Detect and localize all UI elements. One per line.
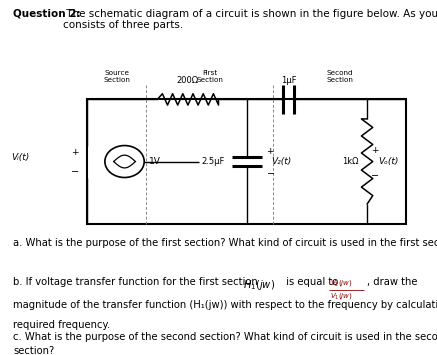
Text: −: − (371, 171, 380, 181)
Text: required frequency.: required frequency. (13, 320, 111, 329)
Text: +: + (267, 147, 274, 156)
Text: magnitude of the transfer function (H₁(jw)) with respect to the frequency by cal: magnitude of the transfer function (H₁(j… (13, 300, 437, 310)
Text: Vₒ(t): Vₒ(t) (378, 157, 399, 166)
Text: −: − (267, 169, 275, 179)
Text: −: − (70, 167, 79, 177)
Text: $V_1(jw)$: $V_1(jw)$ (330, 291, 353, 301)
Text: +: + (371, 146, 379, 155)
Text: Vᵢ(t): Vᵢ(t) (11, 153, 29, 163)
Text: +: + (71, 148, 79, 157)
Text: a. What is the purpose of the first section? What kind of circuit is used in the: a. What is the purpose of the first sect… (13, 238, 437, 248)
Text: 200Ω: 200Ω (177, 76, 199, 85)
Text: $H_1(jw)$: $H_1(jw)$ (243, 278, 275, 292)
Text: b. If voltage transfer function for the first section: b. If voltage transfer function for the … (13, 277, 261, 287)
Text: Source
Section: Source Section (104, 70, 130, 83)
Text: Question 2:: Question 2: (13, 9, 81, 19)
Text: 1μF: 1μF (281, 76, 296, 85)
Text: The schematic diagram of a circuit is shown in the figure below. As you can see : The schematic diagram of a circuit is sh… (63, 9, 437, 31)
Text: Second
Section: Second Section (326, 70, 353, 83)
Text: c. What is the purpose of the second section? What kind of circuit is used in th: c. What is the purpose of the second sec… (13, 332, 437, 355)
Text: 1kΩ: 1kΩ (342, 157, 358, 166)
Text: 1V: 1V (149, 157, 160, 166)
Text: is equal to: is equal to (283, 277, 342, 287)
Text: First
Section: First Section (196, 70, 223, 83)
Text: V₂(t): V₂(t) (271, 157, 291, 166)
Text: $V_2(jw)$: $V_2(jw)$ (330, 278, 353, 288)
Bar (87, 99, 406, 224)
Text: 2.5μF: 2.5μF (202, 157, 225, 166)
Text: , draw the: , draw the (367, 277, 418, 287)
